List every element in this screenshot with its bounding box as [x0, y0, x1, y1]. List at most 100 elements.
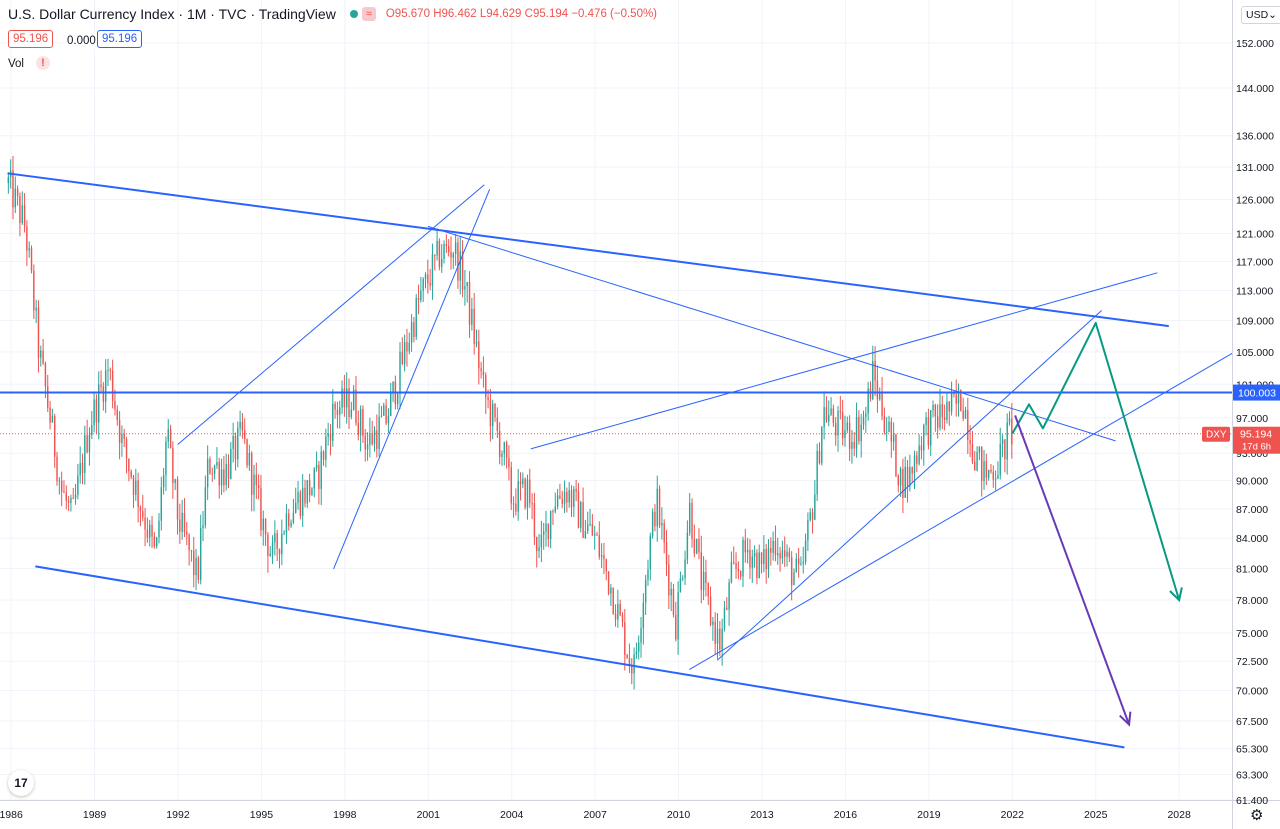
candle-body — [858, 416, 860, 442]
countdown-label: 17d 6h — [1242, 442, 1271, 453]
price-tick-label: 121.000 — [1236, 228, 1274, 240]
candle-body — [772, 540, 774, 553]
candle-body — [183, 512, 186, 532]
candle-body — [447, 245, 450, 252]
settings-gear-icon[interactable]: ⚙ — [1250, 807, 1264, 824]
candle-body — [14, 188, 17, 208]
symbol-title[interactable]: U.S. Dollar Currency Index · 1M · TVC · … — [8, 6, 336, 22]
grid-lines — [0, 0, 1232, 801]
candle-body — [216, 462, 218, 466]
candle-body — [294, 502, 297, 513]
warning-icon[interactable]: ! — [36, 56, 50, 70]
candle-body — [960, 389, 962, 411]
candle-body — [237, 428, 239, 460]
candle-body — [420, 290, 422, 301]
price-tick-label: 113.000 — [1236, 285, 1273, 297]
candle-body — [246, 439, 248, 466]
candle-body — [186, 531, 188, 535]
candle-body — [37, 307, 40, 358]
candle-body — [802, 561, 804, 564]
candle-body — [642, 602, 645, 629]
candle-body — [350, 409, 353, 418]
price-tick-label: 144.000 — [1236, 83, 1274, 95]
candle-body — [193, 550, 195, 576]
candle-body — [308, 480, 311, 496]
candle-body — [95, 399, 98, 423]
candle-body — [809, 512, 811, 520]
candle-body — [489, 400, 492, 427]
candle-body — [888, 421, 890, 432]
sell-price-box[interactable]: 95.196 — [8, 30, 54, 48]
candle-body — [325, 436, 327, 460]
candle-body — [366, 444, 369, 450]
candle-body — [408, 342, 410, 352]
candle-body — [790, 557, 793, 586]
candle-body — [264, 518, 267, 535]
candle-body — [257, 485, 260, 489]
market-status-dot — [349, 10, 358, 18]
candle-body — [40, 350, 42, 358]
candle-body — [410, 322, 413, 343]
candle-body — [345, 388, 348, 408]
candle-body — [33, 270, 35, 311]
buy-price-box[interactable]: 95.196 — [97, 30, 143, 48]
candle-body — [327, 433, 329, 437]
candle-body — [162, 475, 165, 488]
green-projection-path — [1011, 321, 1181, 601]
candle-body — [283, 532, 285, 534]
candle-body — [19, 195, 21, 224]
candle-body — [654, 511, 656, 527]
candle-body — [626, 655, 628, 659]
projection-paths[interactable] — [1011, 321, 1183, 727]
candle-body — [853, 442, 855, 449]
candle-body — [800, 563, 802, 565]
candle-body — [700, 552, 703, 591]
candle-body — [647, 569, 649, 580]
candle-body — [491, 403, 494, 427]
candle-body — [100, 384, 102, 387]
candle-body — [63, 491, 65, 493]
trend-lines[interactable] — [0, 172, 1233, 749]
candle-body — [341, 388, 343, 408]
candle-body — [144, 517, 146, 530]
candle-body — [60, 480, 63, 492]
purple-projection-line — [1014, 415, 1131, 725]
tradingview-logo-icon[interactable]: 17 — [8, 770, 34, 796]
candle-body — [735, 563, 737, 569]
volume-label[interactable]: Vol — [8, 58, 24, 70]
candle-body — [471, 308, 473, 325]
candle-body — [786, 551, 788, 557]
candle-body — [121, 434, 123, 443]
candle-body — [879, 392, 881, 400]
candle-body — [714, 621, 716, 644]
candle-body — [84, 435, 86, 473]
candle-body — [818, 450, 821, 464]
candle-body — [44, 363, 47, 387]
candle-body — [7, 177, 10, 184]
candle-body — [825, 407, 828, 422]
currency-selector[interactable]: USD⌄ — [1241, 6, 1280, 24]
candle-body — [211, 473, 214, 475]
candle-body — [976, 452, 978, 471]
candle-body — [890, 421, 893, 442]
candle-body — [633, 654, 635, 674]
candle-body — [987, 469, 990, 478]
candle-body — [250, 452, 253, 495]
candle-body — [686, 532, 689, 560]
candle-body — [990, 469, 992, 472]
price-tick-label: 109.000 — [1236, 316, 1274, 328]
price-tick-label: 84.000 — [1236, 533, 1268, 545]
candle-body — [598, 535, 601, 557]
candle-body — [603, 555, 605, 560]
candle-body — [670, 588, 672, 596]
candle-body — [918, 445, 920, 464]
candle-body — [872, 361, 874, 399]
candle-body — [139, 506, 142, 512]
candle-body — [209, 459, 211, 474]
candle-body — [501, 453, 503, 457]
candle-body — [267, 534, 269, 556]
candle-body — [427, 274, 429, 284]
wave-icon[interactable]: ≈ — [361, 7, 376, 21]
candle-body — [554, 506, 556, 512]
